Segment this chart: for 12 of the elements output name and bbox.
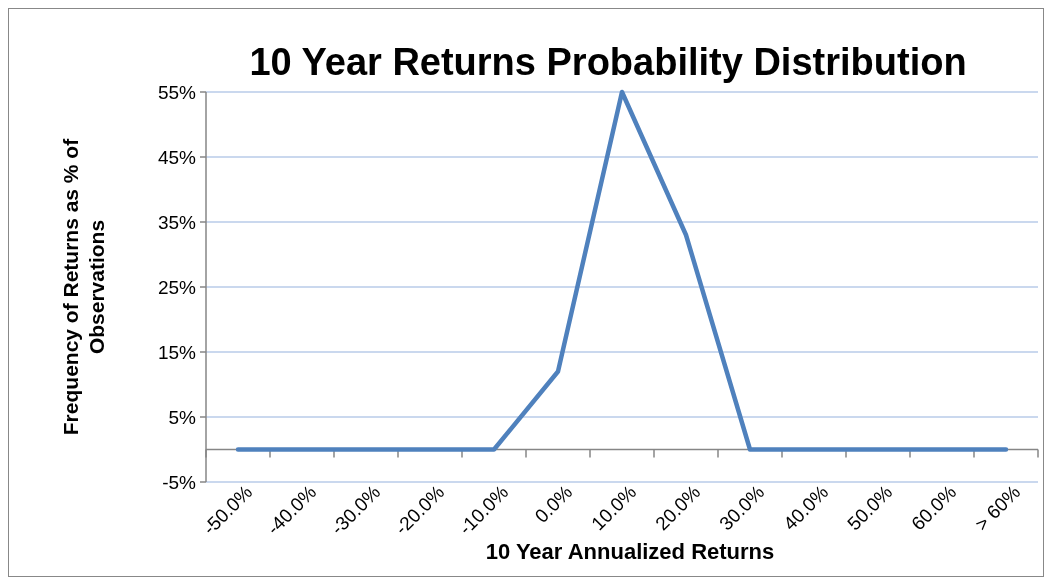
y-tick-label: 35% [157,211,197,233]
y-tick-label: 15% [157,341,197,363]
line-series [235,89,1009,452]
x-tick-label: > 60% [970,481,1025,535]
x-axis-title: 10 Year Annualized Returns [485,539,775,564]
y-tick-label: -5% [162,471,197,493]
chart-title: 10 Year Returns Probability Distribution [249,41,967,83]
y-tick-label: 45% [157,146,197,168]
y-tick-label: 55% [157,81,197,103]
y-axis-title: Frequency of Returns as % of Observations [58,137,109,438]
y-tick-label: 5% [168,406,197,428]
y-tick-label: 25% [157,276,197,298]
